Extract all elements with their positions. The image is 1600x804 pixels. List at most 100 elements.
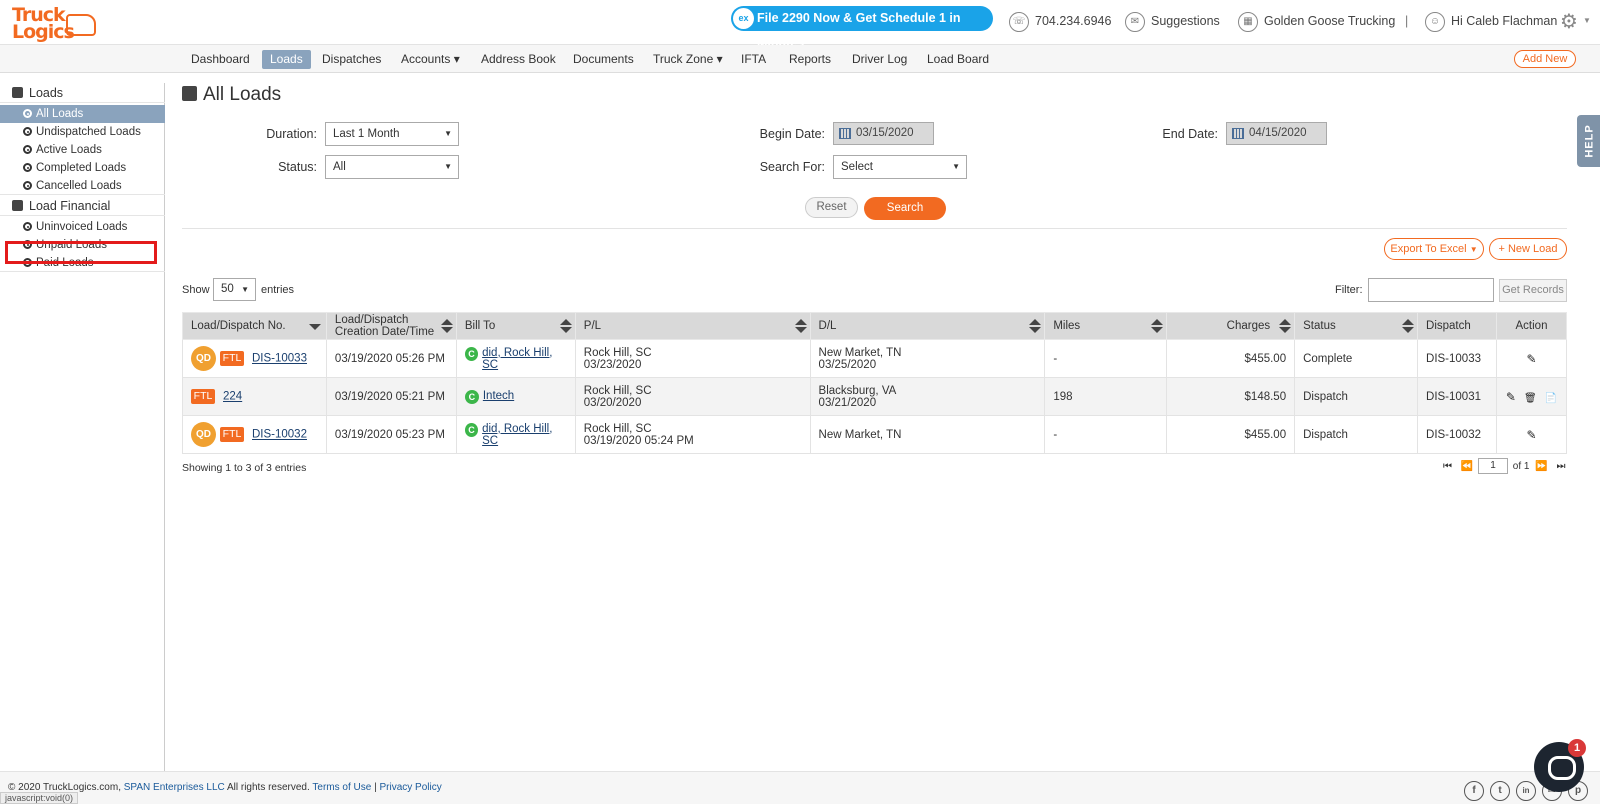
cell-status: Complete	[1294, 339, 1419, 378]
filter-label: Filter:	[1335, 284, 1363, 296]
edit-icon[interactable]: ✎	[1526, 351, 1537, 366]
sidebar-section-load-financial[interactable]: Load Financial	[0, 196, 165, 216]
add-new-button[interactable]: Add New	[1514, 50, 1576, 68]
suggestions-link[interactable]: ✉ Suggestions	[1125, 10, 1220, 32]
sidebar-item-uninvoiced-loads[interactable]: Uninvoiced Loads	[0, 218, 165, 236]
nav-load-board[interactable]: Load Board	[927, 52, 990, 66]
cell-charges: $455.00	[1166, 339, 1296, 378]
trash-icon[interactable]: 🗑	[1523, 392, 1537, 404]
chevron-down-icon[interactable]: ▼	[1583, 16, 1591, 25]
circle-dot-icon	[23, 109, 32, 118]
last-page-icon[interactable]: ⏭	[1556, 460, 1566, 472]
col-charges[interactable]: Charges	[1166, 312, 1296, 340]
facebook-icon[interactable]: f	[1464, 781, 1484, 801]
nav-address-book[interactable]: Address Book	[481, 52, 556, 66]
new-load-button[interactable]: + New Load	[1489, 238, 1567, 260]
cell-action: ✎	[1495, 415, 1568, 454]
nav-reports[interactable]: Reports	[789, 52, 832, 66]
page-total: of 1	[1512, 460, 1530, 472]
duration-label: Duration:	[266, 127, 317, 141]
sort-icon	[1151, 319, 1164, 333]
chevron-down-icon: ▼	[444, 129, 452, 138]
sort-icon	[794, 319, 807, 333]
sidebar-item-completed-loads[interactable]: Completed Loads	[0, 159, 165, 177]
status-select[interactable]: All ▼	[325, 155, 459, 179]
col-dl[interactable]: D/L	[809, 312, 1046, 340]
edit-icon[interactable]: ✎	[1526, 427, 1537, 442]
twitter-icon[interactable]: t	[1490, 781, 1510, 801]
nav-dispatches[interactable]: Dispatches	[322, 52, 382, 66]
chevron-down-icon: ▼	[241, 285, 249, 294]
get-records-button[interactable]: Get Records	[1499, 279, 1567, 302]
sidebar-section-loads[interactable]: Loads	[0, 83, 165, 103]
gear-icon[interactable]: ⚙	[1560, 11, 1578, 33]
begin-date-input[interactable]: 03/15/2020	[833, 122, 934, 145]
help-tab[interactable]: HELP	[1577, 115, 1600, 167]
load-number-link[interactable]: 224	[223, 390, 243, 403]
customer-badge: C	[464, 422, 479, 437]
pagination: ⏮ ⏪ 1 of 1 ⏩ ⏭	[1443, 458, 1566, 476]
loads-table: Load/Dispatch No. Load/Dispatch Creation…	[182, 312, 1568, 454]
nav-dashboard[interactable]: Dashboard	[191, 52, 250, 66]
chat-notification-badge: 1	[1568, 739, 1586, 757]
nav-accounts[interactable]: Accounts ▾	[401, 52, 460, 66]
search-button[interactable]: Search	[864, 197, 946, 220]
linkedin-icon[interactable]: in	[1516, 781, 1536, 801]
company-link[interactable]: ▦ Golden Goose Trucking	[1238, 10, 1395, 32]
page-title: All Loads	[182, 84, 281, 106]
load-number-link[interactable]: DIS-10033	[252, 352, 307, 365]
col-status[interactable]: Status	[1294, 312, 1419, 340]
col-pl[interactable]: P/L	[574, 312, 811, 340]
sidebar-item-cancelled-loads[interactable]: Cancelled Loads	[0, 177, 165, 195]
col-bill-to[interactable]: Bill To	[455, 312, 576, 340]
next-page-icon[interactable]: ⏩	[1535, 460, 1548, 472]
truck-logics-logo[interactable]: Truck Logics	[10, 4, 96, 43]
nav-driver-log[interactable]: Driver Log	[852, 52, 908, 66]
bill-to-link[interactable]: Intech	[482, 389, 515, 402]
terms-of-use-link[interactable]: Terms of Use	[312, 782, 372, 793]
privacy-policy-link[interactable]: Privacy Policy	[379, 782, 442, 793]
document-icon[interactable]: 📄	[1544, 392, 1558, 404]
sidebar-item-active-loads[interactable]: Active Loads	[0, 141, 165, 159]
user-menu[interactable]: ☺ Hi Caleb Flachman	[1425, 10, 1557, 32]
cell-dl: New Market, TN	[809, 415, 1046, 454]
cell-bill-to: C Intech	[455, 377, 576, 416]
sort-desc-icon	[308, 324, 321, 330]
first-page-icon[interactable]: ⏮	[1443, 460, 1452, 472]
page-number-input[interactable]: 1	[1478, 458, 1509, 474]
nav-truck-zone[interactable]: Truck Zone ▾	[653, 52, 723, 66]
browser-status-bar: javascript:void(0)	[0, 792, 79, 804]
prev-page-icon[interactable]: ⏪	[1460, 460, 1474, 472]
nav-documents[interactable]: Documents	[573, 52, 634, 66]
phone-link[interactable]: ☏ 704.234.6946	[1009, 10, 1111, 32]
reset-button[interactable]: Reset	[805, 197, 858, 218]
nav-ifta[interactable]: IFTA	[741, 52, 767, 66]
bill-to-link[interactable]: did, Rock Hill, SC	[482, 422, 553, 447]
col-load-dispatch-no[interactable]: Load/Dispatch No.	[182, 312, 327, 340]
filter-input[interactable]	[1368, 278, 1494, 302]
circle-dot-icon	[23, 127, 32, 136]
calendar-icon	[839, 128, 851, 139]
end-date-input[interactable]: 04/15/2020	[1226, 122, 1327, 145]
entries-select[interactable]: 50 ▼	[213, 278, 256, 301]
sidebar-item-all-loads[interactable]: All Loads	[0, 105, 165, 123]
nav-loads[interactable]: Loads	[262, 50, 311, 69]
cell-created: 03/19/2020 05:23 PM	[325, 415, 457, 454]
bill-to-link[interactable]: did, Rock Hill, SC	[482, 346, 553, 371]
export-to-excel-button[interactable]: Export To Excel ▼	[1384, 238, 1484, 260]
caret-down-icon: ▼	[1469, 245, 1478, 254]
sidebar: Loads All Loads Undispatched Loads Activ…	[0, 83, 165, 771]
span-enterprises-link[interactable]: SPAN Enterprises LLC	[123, 782, 225, 793]
search-for-label: Search For:	[759, 160, 825, 174]
col-creation-date[interactable]: Load/Dispatch Creation Date/Time	[325, 312, 457, 340]
load-number-link[interactable]: DIS-10032	[252, 428, 307, 441]
duration-select[interactable]: Last 1 Month ▼	[325, 122, 459, 146]
cell-status: Dispatch	[1294, 415, 1419, 454]
promo-banner[interactable]: ex File 2290 Now & Get Schedule 1 in Min…	[731, 6, 993, 50]
edit-icon[interactable]: ✎	[1505, 389, 1516, 404]
search-for-select[interactable]: Select ▼	[833, 155, 967, 179]
sidebar-item-undispatched-loads[interactable]: Undispatched Loads	[0, 123, 165, 141]
col-miles[interactable]: Miles	[1044, 312, 1168, 340]
